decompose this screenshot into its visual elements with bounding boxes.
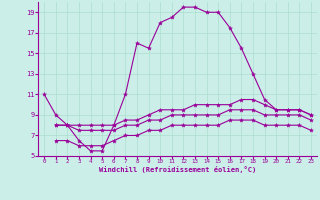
X-axis label: Windchill (Refroidissement éolien,°C): Windchill (Refroidissement éolien,°C): [99, 166, 256, 173]
